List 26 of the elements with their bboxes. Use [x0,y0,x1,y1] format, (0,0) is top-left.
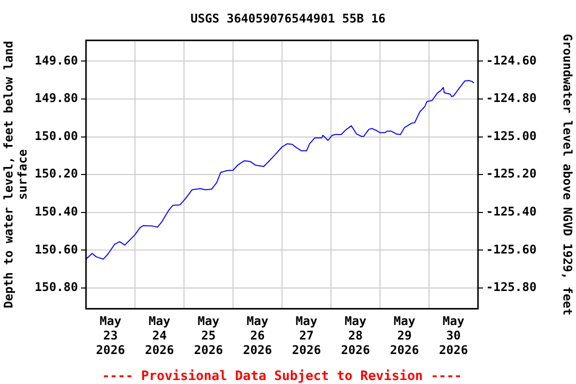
x-tick-label: May 24 2026 [145,314,174,357]
x-tick-label: May 27 2026 [292,314,321,357]
y-tick-label: 150.20 [34,166,78,181]
chart-title: USGS 364059076544901 55B 16 [190,11,386,26]
y-tick-label: 149.60 [34,53,78,68]
x-tick-label: May 30 2026 [439,314,468,357]
y-tick-label: 150.80 [34,280,78,294]
y-tick-label: 150.00 [34,128,78,143]
x-tick-label: May 23 2026 [96,314,125,357]
y-tick-label: 150.40 [34,204,78,219]
x-tick-label: May 29 2026 [390,314,419,357]
y-tick-label: 149.80 [34,91,78,106]
y-tick-label: 150.60 [34,242,78,256]
y2-tick-label: -124.80 [486,91,537,106]
y2-tick-label: -125.40 [486,204,537,219]
x-tick-label: May 25 2026 [194,314,223,357]
y2-tick-label: -125.80 [486,280,537,294]
y2-tick-label: -125.60 [486,242,537,256]
x-tick-label: May 26 2026 [243,314,272,357]
x-tick-label: May 28 2026 [341,314,370,357]
y2-tick-label: -124.60 [486,53,537,68]
y2-tick-label: -125.20 [486,166,537,181]
text: ---- Provisional Data Subject to Revision ---- [102,369,462,384]
y-axis-title: Depth to water level, feet below land surface [1,40,30,308]
y2-axis-title: Groundwater level above NGVD 1929, feet [560,34,575,316]
y2-tick-label: -125.00 [486,128,537,143]
